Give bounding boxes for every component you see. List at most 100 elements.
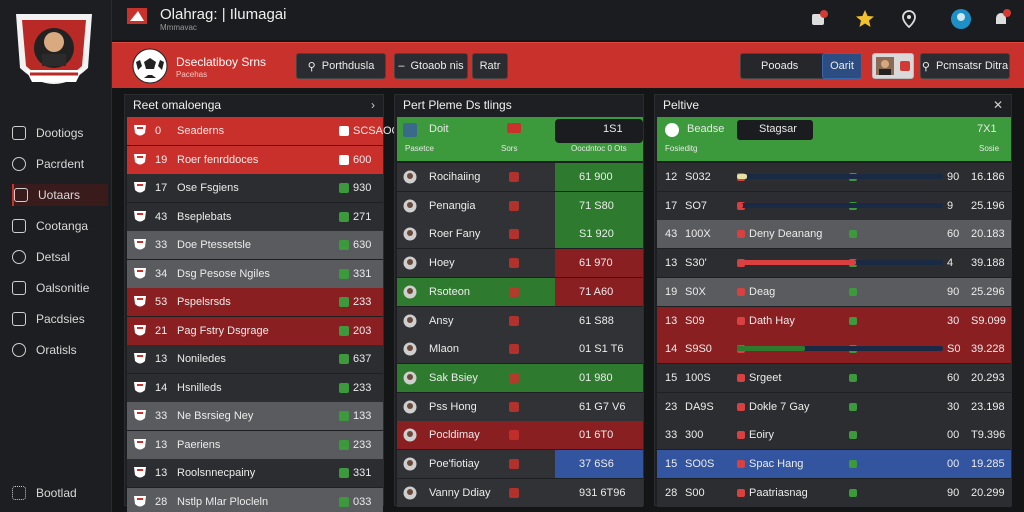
list-item[interactable]: Pss Hong 61 G7 V6 [397, 392, 643, 421]
table-row[interactable]: 33 Ne Bsrsieg Ney 133 [127, 402, 383, 430]
row-total: 39.188 [971, 257, 1005, 270]
row-total: 39.228 [971, 343, 1005, 356]
list-item[interactable]: Penangia 71 S80 [397, 191, 643, 220]
table-row[interactable]: 13 S09 Dath Hay 30 S9.099 [657, 306, 1011, 335]
shield-icon [133, 203, 147, 231]
table-row[interactable]: 34 Dsg Pesose Ngiles 331 [127, 259, 383, 288]
list-item[interactable]: Vanny Ddiay 931 6T96 [397, 478, 643, 507]
table-row[interactable]: 53 Pspelsrsds 233 [127, 288, 383, 316]
table-row[interactable]: 14 S9S0 S0 39.228 [657, 335, 1011, 364]
list-item[interactable]: Sak Bsiey 01 980 [397, 363, 643, 392]
status-badge [339, 231, 349, 259]
table-row[interactable]: 15 100S Srgeet 60 20.293 [657, 363, 1011, 392]
filter-button[interactable]: – Gtoaob nis [394, 53, 468, 79]
table-row[interactable]: 13 Noniledes 637 [127, 345, 383, 373]
users-icon [14, 188, 28, 202]
close-icon[interactable]: ✕ [992, 98, 1003, 112]
row-label: Dokle 7 Gay [749, 400, 810, 413]
status-badge [509, 364, 519, 392]
app-subtitle: Mmmavac [160, 23, 197, 32]
row-number: 34 [155, 267, 168, 280]
list-item[interactable]: Hoey 61 970 [397, 249, 643, 278]
flag-icon [737, 450, 745, 478]
list-item[interactable]: Mlaon 01 S1 T6 [397, 335, 643, 364]
sidebar-item-label: Detsal [36, 250, 71, 264]
shield-icon [133, 260, 147, 288]
sidebar-footer-item[interactable]: Bootlad [12, 482, 108, 504]
list-item[interactable]: Poe'fiotiay 37 6S6 [397, 450, 643, 478]
alerts-icon[interactable] [990, 8, 1012, 30]
app-logo-icon [127, 8, 147, 24]
table-row[interactable]: 13 Paeriens 233 [127, 430, 383, 459]
location-icon[interactable] [898, 8, 920, 30]
list-item[interactable]: Rocihaiing 61 900 [397, 163, 643, 191]
table-row[interactable]: 28 S00 Paatriasnag 90 20.299 [657, 478, 1011, 507]
table-row[interactable]: 43 100X Deny Deanang 60 20.183 [657, 220, 1011, 249]
row-name: Noniledes [177, 353, 226, 365]
table-row[interactable]: 12 S032 90 16.186 [657, 163, 1011, 191]
chevron-icon[interactable]: › [371, 98, 375, 112]
list-item[interactable]: Roer Fany S1 920 [397, 220, 643, 249]
table-row[interactable]: 0 Seaderns SCSAOO [127, 117, 400, 145]
flag-icon [737, 393, 745, 421]
table-row[interactable]: 23 DA9S Dokle 7 Gay 30 23.198 [657, 392, 1011, 421]
accent-button[interactable]: Oarit [822, 53, 862, 79]
table-row[interactable]: 28 Nstlp Mlar Plocleln 033 [127, 487, 383, 512]
list-item[interactable]: Rsoteon 71 A60 [397, 277, 643, 306]
row-right: 9 [947, 199, 954, 212]
table-row[interactable]: 43 Bseplebats 271 [127, 202, 383, 231]
row-name: Dsg Pesose Ngiles [177, 267, 270, 280]
player-score: 01 980 [579, 371, 613, 384]
player-name: Vanny Ddiay [429, 486, 491, 499]
user-avatar-button[interactable] [872, 53, 914, 79]
sidebar-item-2[interactable]: Uotaars [12, 184, 108, 206]
table-row[interactable]: 17 SO7 9 25.196 [657, 191, 1011, 220]
small-button[interactable]: Ratr [472, 53, 508, 79]
progress-bar [737, 346, 943, 352]
sidebar-item-5[interactable]: Oalsonitie [12, 277, 108, 299]
table-row[interactable]: 13 Roolsnnecpainy 331 [127, 459, 383, 487]
table-row[interactable]: 19 S0X Deag 90 25.296 [657, 277, 1011, 306]
search-button[interactable]: ⚲ Porthdusla [296, 53, 386, 79]
sidebar-item-6[interactable]: Pacdsies [12, 308, 108, 330]
player-avatar [403, 307, 417, 335]
row-right: 4 [947, 257, 954, 270]
progress-bar [737, 260, 943, 266]
filter-button-label: Gtoaob nis [410, 60, 464, 72]
positive-head-sub-right: Sosie [979, 144, 1000, 153]
table-row[interactable]: 19 Roer fenrddoces 600 [127, 145, 383, 174]
panel-recent-title: Reet omaloenga [133, 98, 222, 112]
topbar: Olahrag: | Ilumagai Mmmavac [112, 0, 1024, 40]
table-row[interactable]: 21 Pag Fstry Dsgrage 203 [127, 316, 383, 345]
list-item[interactable]: Pocldimay 01 6T0 [397, 421, 643, 450]
table-row[interactable]: 14 Hsnilleds 233 [127, 373, 383, 402]
sidebar-item-7[interactable]: Oratisls [12, 339, 108, 361]
table-row[interactable]: 33 Doe Ptessetsle 630 [127, 231, 383, 259]
sidebar-item-1[interactable]: Pacrdent [12, 153, 108, 175]
table-row[interactable]: 33 300 Eoiry 00 T9.396 [657, 421, 1011, 450]
sidebar-item-0[interactable]: Dootiogs [12, 122, 108, 144]
team-icon [403, 123, 417, 137]
row-right: 00 [947, 458, 960, 470]
row-value: 271 [353, 210, 372, 223]
status-badge [509, 393, 519, 421]
right-search-button[interactable]: ⚲ Pcmsatsr Ditra [920, 53, 1010, 79]
player-avatar [403, 364, 417, 392]
sidebar-item-3[interactable]: Cootanga [12, 215, 108, 237]
status-badge [339, 317, 349, 345]
notifications-icon[interactable] [808, 8, 830, 30]
table-row[interactable]: 13 S30' 4 39.188 [657, 249, 1011, 278]
star-icon[interactable] [854, 8, 876, 30]
player-score: 01 S1 T6 [579, 343, 624, 356]
list-item[interactable]: Ansy 61 S88 [397, 306, 643, 335]
shield-icon [133, 146, 147, 174]
profile-icon[interactable] [950, 8, 972, 30]
table-row[interactable]: 15 SO0S Spac Hang 00 19.285 [657, 450, 1011, 478]
row-number: 13 [155, 467, 168, 479]
sidebar-item-4[interactable]: Detsal [12, 246, 108, 268]
table-row[interactable]: 17 Ose Fsgiens 930 [127, 174, 383, 202]
player-avatar [403, 393, 417, 421]
row-name: Seaderns [177, 125, 225, 137]
row-value: 930 [353, 182, 372, 194]
